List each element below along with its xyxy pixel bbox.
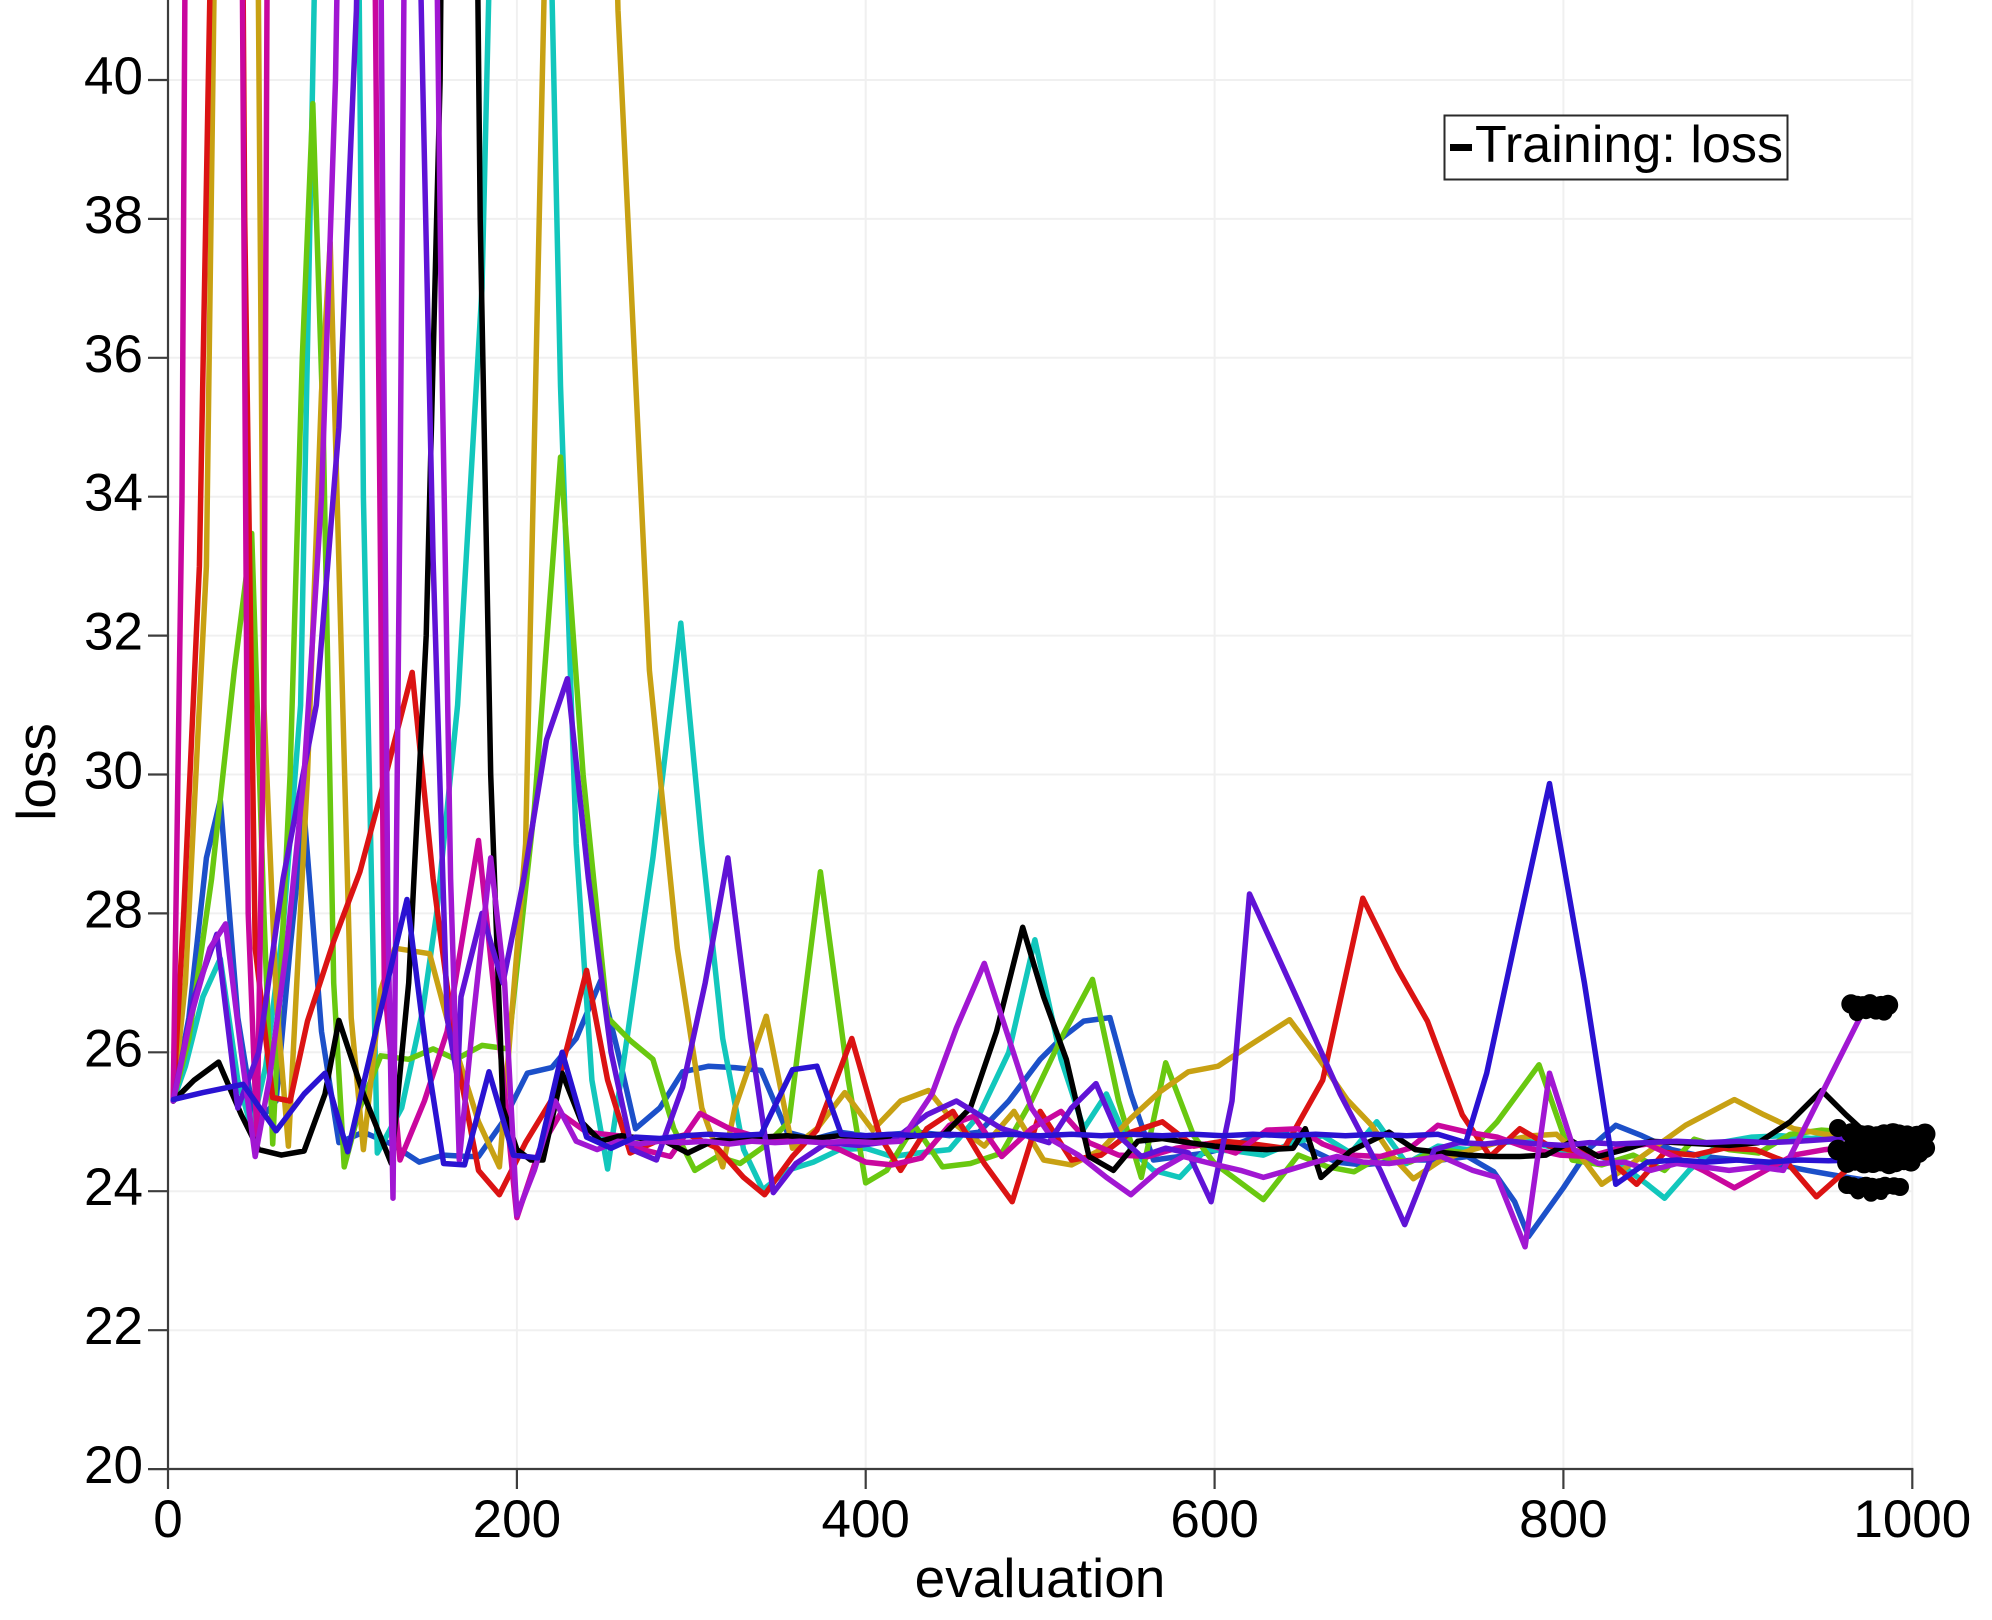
svg-text:26: 26 [84, 1019, 143, 1078]
svg-text:30: 30 [84, 742, 143, 801]
svg-text:32: 32 [84, 603, 143, 662]
svg-text:400: 400 [821, 1490, 909, 1549]
svg-text:200: 200 [473, 1490, 561, 1549]
svg-text:loss: loss [5, 723, 67, 821]
svg-text:20: 20 [84, 1436, 143, 1495]
svg-text:28: 28 [84, 880, 143, 939]
svg-text:600: 600 [1170, 1490, 1258, 1549]
svg-text:0: 0 [153, 1490, 182, 1549]
svg-text:38: 38 [84, 186, 143, 245]
svg-text:36: 36 [84, 325, 143, 384]
svg-text:22: 22 [84, 1297, 143, 1356]
svg-text:40: 40 [84, 47, 143, 106]
svg-text:Training: loss: Training: loss [1475, 116, 1783, 174]
svg-text:800: 800 [1519, 1490, 1607, 1549]
svg-text:evaluation: evaluation [915, 1547, 1166, 1609]
svg-text:1000: 1000 [1853, 1490, 1971, 1549]
svg-text:34: 34 [84, 464, 143, 523]
svg-text:24: 24 [84, 1158, 143, 1217]
